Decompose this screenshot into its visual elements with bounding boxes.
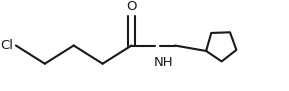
Text: O: O (126, 0, 137, 13)
Text: NH: NH (153, 56, 173, 69)
Text: Cl: Cl (0, 39, 13, 52)
